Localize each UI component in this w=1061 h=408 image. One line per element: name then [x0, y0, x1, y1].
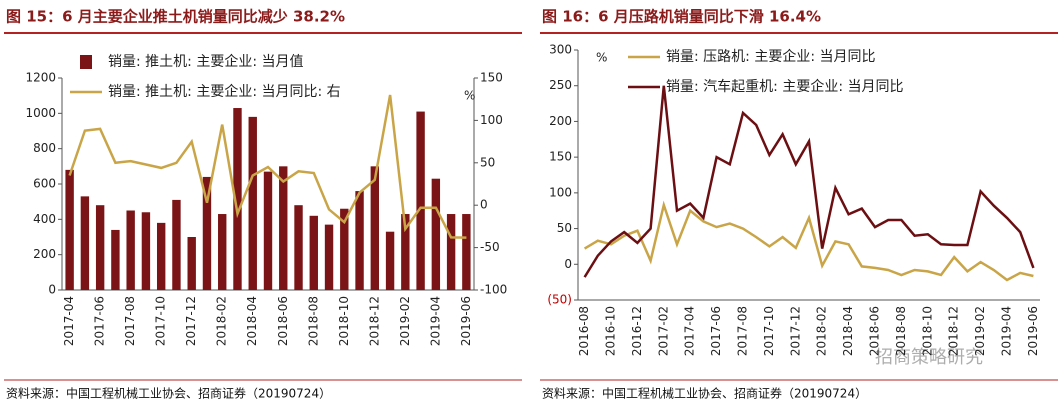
bar — [172, 199, 181, 290]
y2-tick-label: -100 — [480, 283, 507, 297]
x-tick-label: 2017-08 — [123, 296, 137, 346]
bar — [187, 237, 196, 290]
x-tick-label: 2017-12 — [184, 296, 198, 346]
x-tick-label: 2018-02 — [215, 296, 229, 346]
y-tick-label: 400 — [33, 212, 56, 226]
bar — [416, 111, 425, 290]
x-tick-label: 2017-06 — [709, 306, 723, 356]
legend-label: 销量: 压路机: 主要企业: 当月同比 — [666, 48, 876, 65]
bar — [462, 214, 471, 290]
line-series — [583, 85, 1035, 278]
x-tick-label: 2018-10 — [337, 296, 351, 346]
bar — [65, 169, 74, 290]
bar — [95, 205, 105, 290]
y-tick-label: (50) — [547, 293, 572, 307]
y-tick-label: 200 — [33, 247, 56, 261]
x-tick-label: 2018-04 — [245, 296, 259, 346]
x-tick-label: 2018-10 — [920, 306, 934, 356]
line-series — [583, 200, 1034, 282]
x-tick-label: 2016-10 — [604, 306, 618, 356]
y-tick-label: 150 — [549, 150, 572, 164]
x-tick-label: 2018-08 — [306, 296, 320, 346]
x-tick-label: 2016-12 — [630, 306, 644, 356]
x-tick-label: 2019-04 — [428, 296, 442, 346]
y-tick-label: 0 — [48, 283, 56, 297]
bar — [233, 108, 242, 291]
source: 资料来源：中国工程机械工业协会、招商证券（20190724） — [6, 386, 331, 401]
x-tick-label: 2017-10 — [154, 296, 168, 346]
y-tick-label: 100 — [549, 185, 572, 199]
x-tick-label: 2018-04 — [841, 306, 855, 356]
bar — [248, 116, 257, 290]
legend-swatch — [80, 55, 92, 69]
y-tick-label: 200 — [549, 114, 572, 128]
bar — [340, 208, 349, 290]
x-tick-label: 2019-04 — [1000, 306, 1014, 356]
watermark: 招商策略研究 — [875, 347, 983, 368]
y-tick-label: 600 — [33, 177, 56, 191]
x-tick-label: 2016-08 — [577, 306, 591, 356]
y-axis-unit: % — [596, 51, 607, 65]
legend-label: 销量: 推土机: 主要企业: 当月同比: 右 — [108, 83, 341, 100]
bar — [355, 191, 364, 290]
x-tick-label: 2017-06 — [93, 296, 107, 346]
y2-tick-label: 50 — [480, 155, 495, 169]
x-tick-label: 2017-02 — [656, 306, 670, 356]
bar — [126, 210, 135, 290]
bar — [324, 224, 334, 290]
x-tick-label: 2019-02 — [398, 296, 412, 346]
chart-title: 图 15：6 月主要企业推土机销量同比减少 38.2% — [6, 8, 345, 26]
legend-label: 销量: 推土机: 主要企业: 当月值 — [108, 53, 304, 70]
bar — [111, 229, 120, 290]
y-tick-label: 50 — [557, 221, 572, 235]
x-tick-label: 2018-06 — [868, 306, 882, 356]
x-tick-label: 2017-08 — [736, 306, 750, 356]
bar — [401, 214, 410, 290]
y2-tick-label: 150 — [480, 71, 503, 85]
bar — [141, 212, 151, 290]
x-tick-label: 2017-12 — [788, 306, 802, 356]
y2-tick-label: -50 — [480, 240, 500, 254]
x-tick-label: 2019-06 — [459, 296, 473, 346]
y-tick-label: 1200 — [25, 71, 56, 85]
x-tick-label: 2018-12 — [367, 296, 381, 346]
y-tick-label: 0 — [564, 257, 572, 271]
line-series — [68, 94, 467, 239]
bar — [370, 166, 380, 290]
x-tick-label: 2019-02 — [973, 306, 987, 356]
x-tick-label: 2018-12 — [947, 306, 961, 356]
bar — [156, 222, 166, 290]
bar — [279, 166, 288, 290]
y2-axis-unit: % — [464, 89, 475, 103]
bar — [385, 231, 395, 290]
y-tick-label: 800 — [33, 141, 56, 155]
x-tick-label: 2018-08 — [894, 306, 908, 356]
bar — [294, 205, 303, 290]
x-tick-label: 2017-04 — [683, 306, 697, 356]
source: 资料来源：中国工程机械工业协会、招商证券（20190724） — [542, 386, 867, 401]
bar — [446, 214, 456, 290]
bar — [202, 176, 212, 290]
x-tick-label: 2017-04 — [62, 296, 76, 346]
bar — [431, 178, 441, 290]
x-tick-label: 2018-06 — [276, 296, 290, 346]
y-tick-label: 300 — [549, 43, 572, 57]
bar — [263, 171, 273, 290]
bar — [309, 215, 318, 290]
y-tick-label: 250 — [549, 78, 572, 92]
bar — [218, 214, 227, 290]
y2-tick-label: 0 — [480, 198, 488, 212]
x-tick-label: 2017-10 — [762, 306, 776, 356]
legend-label: 销量: 汽车起重机: 主要企业: 当月同比 — [666, 78, 904, 95]
y2-tick-label: 100 — [480, 113, 503, 127]
x-tick-label: 2019-06 — [1026, 306, 1040, 356]
y-tick-label: 1000 — [25, 106, 56, 120]
x-tick-label: 2018-02 — [815, 306, 829, 356]
bar — [80, 196, 90, 290]
chart-title: 图 16：6 月压路机销量同比下滑 16.4% — [542, 8, 821, 26]
